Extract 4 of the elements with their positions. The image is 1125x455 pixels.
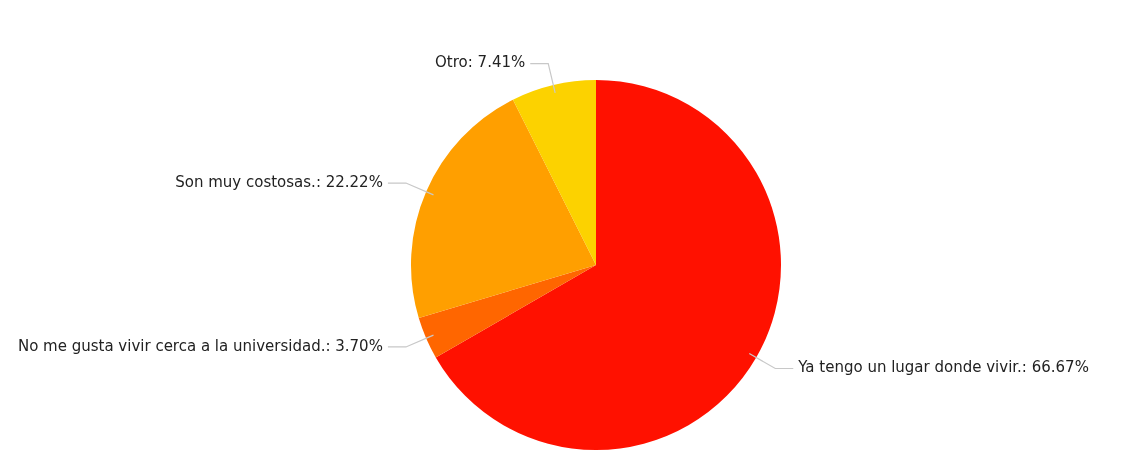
slice-label: Son muy costosas.: 22.22% [175, 172, 383, 191]
slice-label: Ya tengo un lugar donde vivir.: 66.67% [797, 358, 1089, 377]
slice-label: Otro: 7.41% [435, 53, 526, 72]
slice-label: No me gusta vivir cerca a la universidad.: 3.70% [17, 336, 383, 355]
